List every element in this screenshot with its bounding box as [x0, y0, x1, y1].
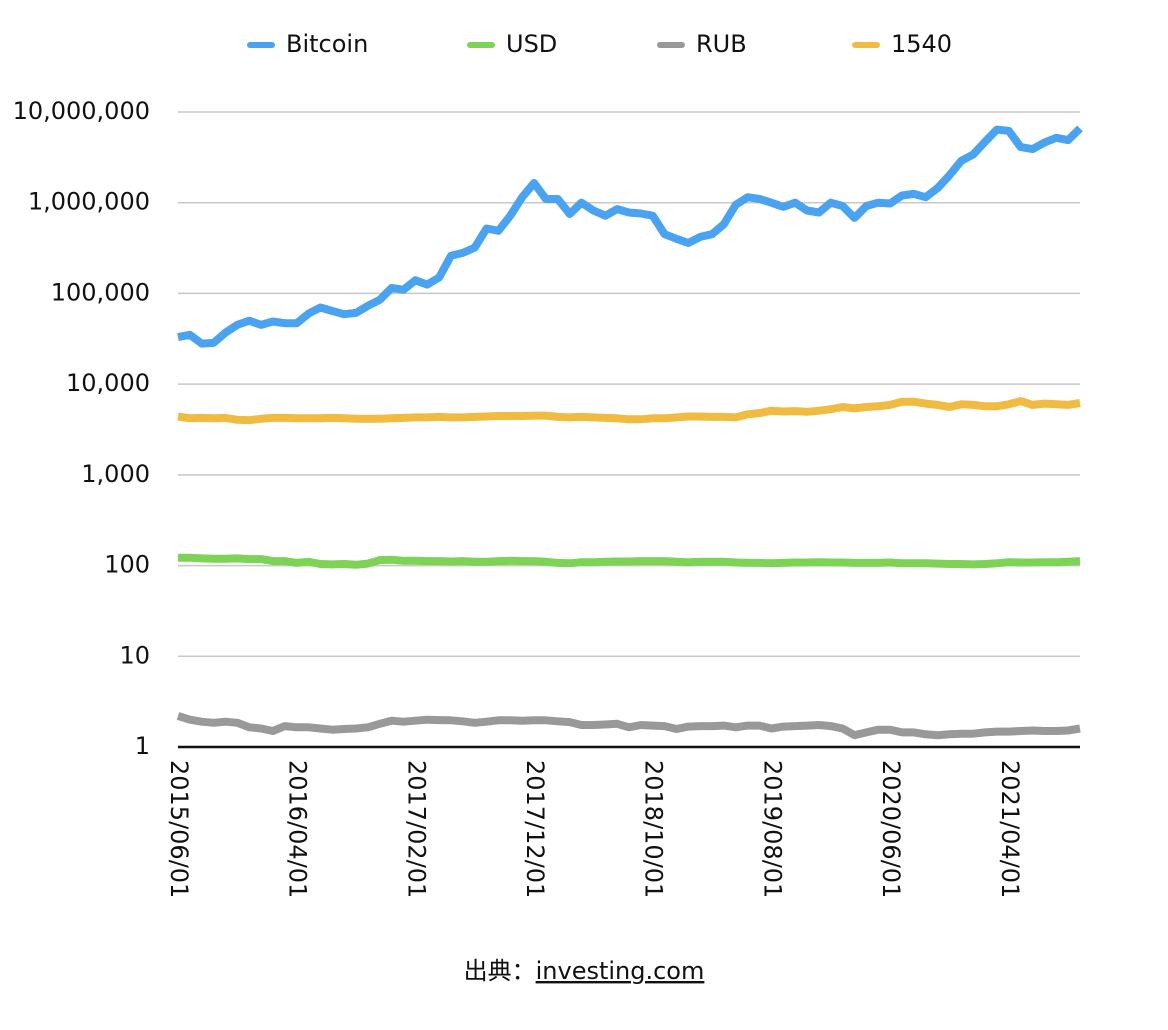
series-line: [176, 712, 1081, 740]
x-tick-label: 2015/06/01: [165, 760, 193, 898]
y-tick-label: 1,000: [81, 460, 150, 488]
series-line: [177, 397, 1081, 425]
y-tick-label: 100,000: [51, 278, 150, 306]
x-tick-label: 2020/06/01: [877, 760, 905, 898]
x-tick-label: 2021/04/01: [996, 760, 1024, 898]
series-line: [178, 553, 1081, 569]
x-tick-label: 2019/08/01: [758, 760, 786, 898]
x-tick-label: 2018/10/01: [640, 760, 668, 898]
y-tick-label: 10,000: [66, 369, 150, 397]
y-tick-label: 1,000,000: [28, 188, 150, 216]
x-tick-label: 2016/04/01: [284, 760, 312, 898]
source-link[interactable]: investing.com: [536, 957, 705, 985]
y-tick-label: 1: [135, 732, 150, 760]
legend-label: USD: [506, 30, 557, 58]
y-tick-label: 100: [104, 551, 150, 579]
legend-label: 1540: [891, 30, 952, 58]
legend-label: RUB: [696, 30, 747, 58]
x-tick-label: 2017/12/01: [521, 760, 549, 898]
y-tick-label: 10,000,000: [13, 97, 150, 125]
legend-label: Bitcoin: [286, 30, 368, 58]
series-line: [177, 125, 1083, 348]
source-label: 出典：: [464, 957, 536, 985]
y-tick-label: 10: [119, 641, 150, 669]
x-tick-label: 2017/02/01: [402, 760, 430, 898]
